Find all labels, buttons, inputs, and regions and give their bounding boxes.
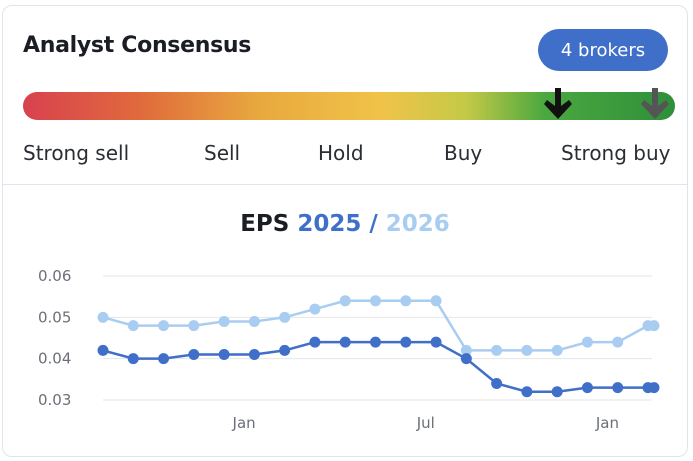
x-tick-label: Jul (416, 414, 435, 432)
data-point-2026[interactable] (248, 315, 260, 327)
data-point-2026[interactable] (188, 320, 200, 332)
y-tick-label: 0.04 (38, 350, 71, 368)
data-point-2026[interactable] (279, 311, 291, 323)
series-line-2025 (102, 340, 654, 393)
data-point-2025[interactable] (648, 382, 660, 394)
data-point-2026[interactable] (97, 311, 109, 323)
previous-consensus-arrow-icon (641, 88, 670, 119)
y-tick-label: 0.05 (38, 308, 71, 326)
data-point-2026[interactable] (309, 303, 321, 315)
data-point-2026[interactable] (127, 320, 139, 332)
scale-hold: Hold (318, 141, 364, 165)
consensus-gradient-bar (23, 92, 675, 120)
data-point-2026[interactable] (521, 344, 533, 356)
scale-strong-buy: Strong buy (561, 141, 671, 165)
data-point-2026[interactable] (491, 344, 503, 356)
data-point-2025[interactable] (370, 336, 381, 348)
data-point-2025[interactable] (279, 344, 291, 356)
scale-strong-sell: Strong sell (23, 141, 130, 165)
eps-title-prefix: EPS (240, 211, 290, 237)
scale-sell: Sell (204, 141, 241, 165)
section-divider (3, 184, 687, 185)
data-point-2026[interactable] (648, 320, 660, 332)
data-point-2025[interactable] (491, 377, 503, 389)
scale-buy: Buy (444, 141, 483, 165)
data-point-2026[interactable] (581, 336, 593, 348)
data-point-2026[interactable] (612, 336, 624, 348)
data-point-2026[interactable] (430, 295, 442, 307)
data-point-2025[interactable] (339, 336, 351, 348)
data-point-2026[interactable] (400, 295, 412, 307)
data-point-2025[interactable] (551, 386, 563, 398)
x-tick-label: Jan (595, 414, 619, 432)
eps-title: EPS 2025 / 2026 (3, 211, 687, 237)
eps-legend-2026[interactable]: 2026 (385, 211, 450, 237)
y-tick-label: 0.03 (38, 391, 71, 409)
data-point-2026[interactable] (158, 320, 170, 332)
brokers-badge[interactable]: 4 brokers (538, 29, 668, 71)
data-point-2025[interactable] (218, 349, 230, 361)
y-tick-label: 0.06 (38, 267, 71, 285)
data-point-2025[interactable] (581, 382, 593, 394)
data-point-2026[interactable] (370, 295, 381, 307)
data-point-2025[interactable] (400, 336, 412, 348)
data-point-2025[interactable] (460, 353, 472, 365)
data-point-2025[interactable] (158, 353, 170, 365)
data-point-2025[interactable] (248, 349, 260, 361)
data-point-2026[interactable] (218, 315, 230, 327)
card-title: Analyst Consensus (23, 33, 252, 58)
data-point-2025[interactable] (97, 344, 109, 356)
data-point-2026[interactable] (460, 344, 472, 356)
data-point-2025[interactable] (612, 382, 624, 394)
eps-legend-2025[interactable]: 2025 (297, 211, 362, 237)
data-point-2026[interactable] (551, 344, 563, 356)
data-point-2025[interactable] (430, 336, 442, 348)
data-point-2025[interactable] (309, 336, 321, 348)
data-point-2025[interactable] (188, 349, 200, 361)
eps-line-chart[interactable]: 0.03 0.04 0.05 0.06 Jan Jul Jan (3, 256, 688, 451)
data-point-2026[interactable] (339, 295, 351, 307)
consensus-arrow-icon (543, 88, 572, 119)
analyst-card: Analyst Consensus 4 brokers Strong sell … (2, 5, 688, 457)
eps-title-separator: / (369, 211, 378, 237)
data-point-2025[interactable] (521, 386, 533, 398)
x-tick-label: Jan (232, 414, 256, 432)
data-point-2025[interactable] (127, 353, 139, 365)
